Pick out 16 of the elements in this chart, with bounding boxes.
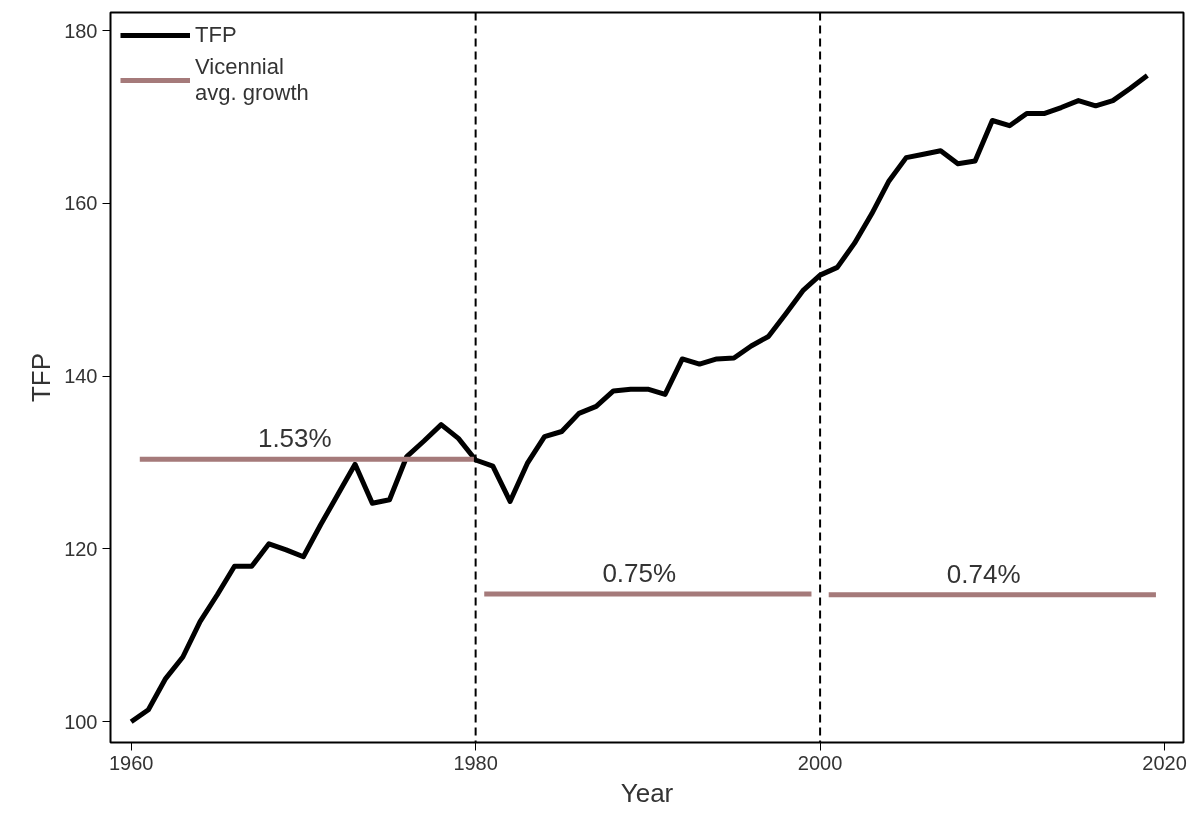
y-axis-title: TFP [26, 352, 57, 403]
y-tick-label: 100 [64, 710, 98, 733]
y-tick-label: 160 [64, 192, 98, 215]
y-tick-label: 180 [64, 19, 98, 42]
annotation: 0.74% [946, 558, 1021, 589]
y-tick-label: 120 [64, 537, 98, 560]
legend-label: Vicennial avg. growth [195, 54, 309, 106]
legend-label: TFP [195, 22, 237, 48]
x-tick-label: 2000 [797, 751, 843, 774]
annotation: 1.53% [257, 423, 332, 454]
x-tick-label: 1980 [453, 751, 498, 774]
x-axis-title: Year [620, 777, 674, 808]
x-tick-label: 2020 [1142, 751, 1187, 774]
annotation: 0.75% [602, 557, 677, 588]
y-tick-label: 140 [64, 365, 98, 388]
x-tick-label: 1960 [108, 751, 154, 774]
